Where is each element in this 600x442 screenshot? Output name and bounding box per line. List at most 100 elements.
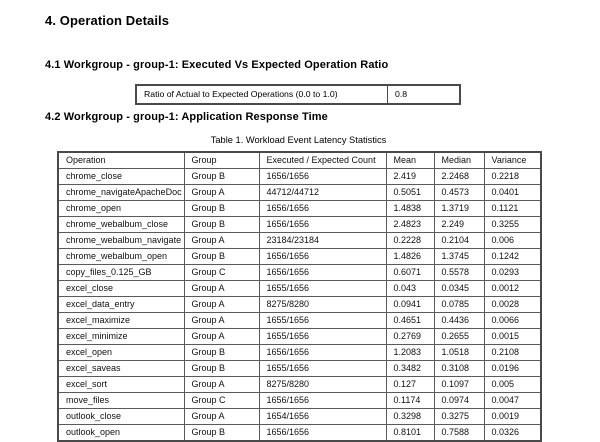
table-cell: 0.2104 bbox=[433, 232, 485, 249]
table-cell: 0.0345 bbox=[433, 280, 485, 297]
table-cell: 0.0019 bbox=[483, 408, 542, 425]
table-row: excel_saveas Group B 1655/1656 0.3482 0.3108… bbox=[57, 360, 542, 377]
table-cell: Group A bbox=[183, 328, 260, 345]
table-cell: 0.1121 bbox=[483, 200, 542, 217]
table-cell: 0.005 bbox=[483, 376, 542, 393]
table-cell: 0.3255 bbox=[483, 216, 542, 233]
latency-table: Operation Group Executed / Expected Count M… bbox=[57, 151, 542, 442]
table-cell: 0.127 bbox=[385, 376, 435, 393]
latency-table-header-row: Operation Group Executed / Expected Count M… bbox=[57, 151, 542, 169]
table-cell: 0.5578 bbox=[433, 264, 485, 281]
ratio-label-cell: Ratio of Actual to Expected Operations (… bbox=[137, 86, 388, 103]
table-cell: 1656/1656 bbox=[258, 392, 387, 409]
table-cell: 0.1242 bbox=[483, 248, 542, 265]
table-cell: excel_sort bbox=[57, 376, 185, 393]
table-cell: excel_saveas bbox=[57, 360, 185, 377]
table-row: chrome_webalbum_navigate Group A 23184/231… bbox=[57, 232, 542, 249]
table-row: excel_sort Group A 8275/8280 0.127 0.1097 0.0… bbox=[57, 376, 542, 393]
table-cell: 0.043 bbox=[385, 280, 435, 297]
table-cell: excel_close bbox=[57, 280, 185, 297]
table-cell: 0.0066 bbox=[483, 312, 542, 329]
table-row: excel_maximize Group A 1655/1656 0.4651 0.44… bbox=[57, 312, 542, 329]
table-cell: 0.0974 bbox=[433, 392, 485, 409]
column-header-variance: Variance bbox=[483, 151, 542, 169]
column-header-group: Group bbox=[183, 151, 260, 169]
table-cell: 0.3275 bbox=[433, 408, 485, 425]
table-cell: Group B bbox=[183, 424, 260, 442]
table-row: outlook_open Group B 1656/1656 0.8101 0.7588… bbox=[57, 424, 542, 442]
table-cell: 1655/1656 bbox=[258, 328, 387, 345]
table-cell: 1656/1656 bbox=[258, 216, 387, 233]
table-cell: outlook_open bbox=[57, 424, 185, 442]
ratio-table: Ratio of Actual to Expected Operations (… bbox=[135, 84, 461, 105]
table-cell: chrome_close bbox=[57, 168, 185, 185]
column-header-median: Median bbox=[433, 151, 485, 169]
column-header-mean: Mean bbox=[385, 151, 435, 169]
table-cell: 1.4838 bbox=[385, 200, 435, 217]
table-row: excel_data_entry Group A 8275/8280 0.0941 0.… bbox=[57, 296, 542, 313]
table-cell: 0.2655 bbox=[433, 328, 485, 345]
table-cell: Group C bbox=[183, 264, 260, 281]
table-cell: excel_minimize bbox=[57, 328, 185, 345]
table-row: excel_close Group A 1655/1656 0.043 0.0345 0.… bbox=[57, 280, 542, 297]
table-cell: 1655/1656 bbox=[258, 312, 387, 329]
table-cell: 1.3745 bbox=[433, 248, 485, 265]
table-cell: 0.2228 bbox=[385, 232, 435, 249]
table-cell: 1.0518 bbox=[433, 344, 485, 361]
table-cell: 0.3482 bbox=[385, 360, 435, 377]
table-cell: 2.4823 bbox=[385, 216, 435, 233]
table-cell: 0.0196 bbox=[483, 360, 542, 377]
table-cell: 1.4826 bbox=[385, 248, 435, 265]
subsection-heading-operation-ratio: 4.1 Workgroup - group-1: Executed Vs Exp… bbox=[45, 59, 389, 71]
table-cell: Group B bbox=[183, 248, 260, 265]
ratio-value-cell: 0.8 bbox=[395, 89, 408, 99]
table-row: excel_open Group B 1656/1656 1.2083 1.0518 0.… bbox=[57, 344, 542, 361]
table-cell: chrome_open bbox=[57, 200, 185, 217]
table-cell: 0.0028 bbox=[483, 296, 542, 313]
table-cell: 0.8101 bbox=[385, 424, 435, 442]
table-cell: excel_data_entry bbox=[57, 296, 185, 313]
table-cell: 44712/44712 bbox=[258, 184, 387, 201]
table-caption: Table 1. Workload Event Latency Statisti… bbox=[210, 135, 387, 145]
table-cell: 1.3719 bbox=[433, 200, 485, 217]
table-cell: Group B bbox=[183, 168, 260, 185]
table-cell: move_files bbox=[57, 392, 185, 409]
table-cell: Group B bbox=[183, 344, 260, 361]
section-heading-operation-details: 4. Operation Details bbox=[45, 13, 170, 28]
table-cell: copy_files_0.125_GB bbox=[57, 264, 185, 281]
table-cell: 1656/1656 bbox=[258, 168, 387, 185]
table-cell: 0.3108 bbox=[433, 360, 485, 377]
table-cell: 0.0401 bbox=[483, 184, 542, 201]
table-cell: 1655/1656 bbox=[258, 280, 387, 297]
table-cell: Group B bbox=[183, 200, 260, 217]
table-cell: Group A bbox=[183, 376, 260, 393]
table-cell: 1656/1656 bbox=[258, 424, 387, 442]
table-cell: 0.0785 bbox=[433, 296, 485, 313]
table-cell: 1654/1656 bbox=[258, 408, 387, 425]
table-cell: Group A bbox=[183, 296, 260, 313]
table-cell: chrome_webalbum_close bbox=[57, 216, 185, 233]
table-cell: 1656/1656 bbox=[258, 264, 387, 281]
table-cell: 0.0015 bbox=[483, 328, 542, 345]
table-cell: chrome_webalbum_open bbox=[57, 248, 185, 265]
table-row: chrome_webalbum_close Group B 1656/1656 2.4… bbox=[57, 216, 542, 233]
column-header-executed-expected-count: Executed / Expected Count bbox=[258, 151, 387, 169]
table-row: copy_files_0.125_GB Group C 1656/1656 0.607… bbox=[57, 264, 542, 281]
table-cell: 0.006 bbox=[483, 232, 542, 249]
table-row: excel_minimize Group A 1655/1656 0.2769 0.26… bbox=[57, 328, 542, 345]
table-cell: 23184/23184 bbox=[258, 232, 387, 249]
table-row: chrome_open Group B 1656/1656 1.4838 1.3719 0… bbox=[57, 200, 542, 217]
table-cell: 0.0941 bbox=[385, 296, 435, 313]
table-cell: Group A bbox=[183, 312, 260, 329]
table-cell: 1655/1656 bbox=[258, 360, 387, 377]
table-cell: 0.1174 bbox=[385, 392, 435, 409]
table-cell: 0.7588 bbox=[433, 424, 485, 442]
table-cell: 0.2108 bbox=[483, 344, 542, 361]
table-cell: 0.1097 bbox=[433, 376, 485, 393]
table-cell: Group A bbox=[183, 408, 260, 425]
latency-table-body: chrome_close Group B 1656/1656 2.419 2.2468 0… bbox=[57, 168, 542, 442]
table-cell: 0.0326 bbox=[483, 424, 542, 442]
table-cell: Group A bbox=[183, 232, 260, 249]
table-cell: excel_open bbox=[57, 344, 185, 361]
table-row: chrome_webalbum_open Group B 1656/1656 1.48… bbox=[57, 248, 542, 265]
